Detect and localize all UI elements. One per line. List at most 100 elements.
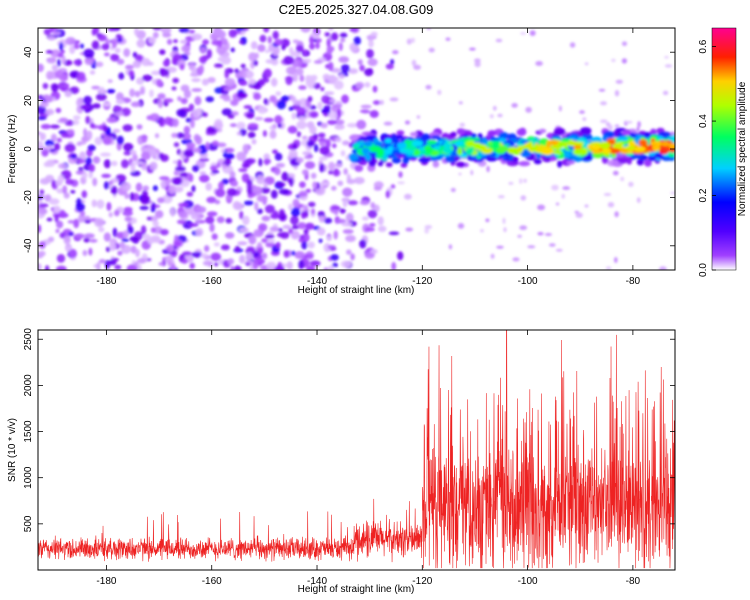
heatmap-noise-cell: [311, 74, 318, 81]
heatmap-noise-cell: [257, 105, 267, 114]
heatmap-noise-cell: [297, 222, 307, 230]
heatmap-noise-cell: [254, 116, 264, 121]
heatmap-noise-cell: [309, 111, 319, 118]
heatmap-noise-cell: [122, 210, 133, 216]
heatmap-signal-cell: [614, 142, 624, 149]
heatmap-noise-cell: [136, 258, 147, 264]
heatmap-noise-cell: [322, 73, 331, 81]
colorbar-tick-label: 0.0: [698, 263, 709, 277]
heatmap-noise-cell: [198, 64, 204, 74]
heatmap-noise-cell: [191, 88, 202, 92]
heatmap-noise-cell: [324, 32, 331, 37]
heatmap-noise-cell: [258, 158, 263, 167]
heatmap-noise-cell: [292, 143, 298, 150]
heatmap-noise-cell: [621, 41, 628, 46]
heatmap-noise-cell: [377, 216, 384, 226]
heatmap-signal-cell: [465, 147, 474, 155]
heatmap-noise-cell: [340, 64, 350, 74]
heatmap-noise-cell: [94, 136, 103, 146]
heatmap-noise-cell: [213, 121, 224, 130]
heatmap-signal-cell: [444, 155, 453, 163]
heatmap-noise-cell: [38, 250, 46, 257]
heatmap-noise-cell: [260, 187, 271, 194]
heatmap-signal-cell: [491, 141, 501, 149]
heatmap-noise-cell: [261, 238, 269, 243]
heatmap-signal-cell: [430, 135, 441, 140]
heatmap-noise-cell: [108, 180, 114, 186]
heatmap-noise-cell: [132, 154, 138, 162]
heatmap-noise-cell: [99, 86, 105, 95]
heatmap-noise-cell: [136, 77, 144, 85]
heatmap-signal-cell: [396, 130, 405, 136]
heatmap-noise-cell: [52, 31, 62, 36]
heatmap-noise-cell: [385, 63, 394, 70]
heatmap-noise-cell: [157, 93, 166, 100]
heatmap-signal-cell: [516, 145, 524, 154]
heatmap-noise-cell: [159, 68, 170, 77]
heatmap-noise-cell: [338, 73, 345, 80]
heatmap-signal-cell: [587, 134, 593, 140]
heatmap-noise-cell: [562, 186, 571, 190]
heatmap-noise-cell: [114, 47, 121, 54]
heatmap-signal-cell: [538, 128, 547, 134]
heatmap-noise-cell: [188, 223, 199, 227]
snr-x-tick-label: -160: [202, 576, 222, 587]
heatmap-noise-cell: [251, 138, 257, 145]
heatmap-noise-cell: [301, 169, 309, 176]
heatmap-noise-cell: [206, 49, 212, 59]
heatmap-signal-cell: [374, 141, 384, 146]
heatmap-noise-cell: [136, 124, 143, 130]
heatmap-signal-cell: [648, 154, 656, 162]
heatmap-signal-cell: [573, 141, 585, 146]
heatmap-noise-cell: [265, 234, 275, 239]
heatmap-noise-cell: [221, 108, 233, 116]
heatmap-noise-cell: [269, 130, 277, 139]
heatmap-noise-cell: [291, 250, 296, 256]
heatmap-noise-cell: [168, 184, 176, 194]
heatmap-noise-cell: [316, 38, 322, 43]
heatmap-noise-cell: [55, 107, 62, 114]
heatmap-signal-cell: [409, 132, 418, 137]
heatmap-noise-cell: [313, 144, 319, 153]
heatmap-noise-cell: [85, 115, 91, 125]
heatmap-noise-cell: [291, 112, 297, 120]
heatmap-noise-cell: [607, 124, 613, 131]
heatmap-noise-cell: [82, 249, 88, 257]
heatmap-noise-cell: [489, 114, 494, 119]
heatmap-noise-cell: [537, 204, 546, 211]
heatmap-noise-cell: [232, 201, 241, 210]
heatmap-noise-cell: [276, 182, 286, 187]
heatmap-noise-cell: [77, 158, 86, 164]
heatmap-noise-cell: [199, 174, 210, 183]
heatmap-noise-cell: [183, 149, 195, 157]
heatmap-signal-cell: [481, 138, 488, 145]
snr-y-tick-label: 2000: [23, 374, 34, 397]
heatmap-noise-cell: [160, 28, 172, 34]
heatmap-noise-cell: [312, 181, 317, 190]
heatmap-noise-cell: [154, 133, 160, 139]
heatmap-noise-cell: [220, 244, 230, 251]
heatmap-noise-cell: [296, 131, 301, 138]
heatmap-noise-cell: [275, 241, 281, 249]
heatmap-noise-cell: [54, 213, 59, 223]
heatmap-noise-cell: [81, 190, 88, 199]
snr-plot: -180 -160 -140 -120 -100 -80 500 1000 1500 2000 2…: [7, 328, 676, 595]
heatmap-noise-cell: [398, 171, 403, 178]
heatmap-noise-cell: [224, 78, 236, 87]
heatmap-noise-cell: [164, 116, 172, 126]
heatmap-noise-cell: [178, 211, 188, 219]
snr-x-ticks: -180 -160 -140 -120 -100 -80: [96, 330, 641, 587]
heatmap-noise-cell: [342, 229, 354, 234]
heatmap-noise-cell: [318, 156, 328, 161]
heatmap-signal-cell: [671, 134, 675, 143]
heatmap-noise-cell: [157, 197, 165, 204]
heatmap-noise-cell: [392, 50, 399, 55]
heatmap-noise-cell: [56, 137, 63, 143]
heatmap-noise-cell: [271, 60, 278, 65]
colorbar-tick-label: 0.6: [698, 39, 709, 53]
heatmap-noise-cell: [299, 234, 305, 240]
heatmap-noise-cell: [292, 198, 300, 208]
heatmap-signal-cell: [395, 134, 404, 140]
heatmap-noise-cell: [355, 81, 365, 89]
